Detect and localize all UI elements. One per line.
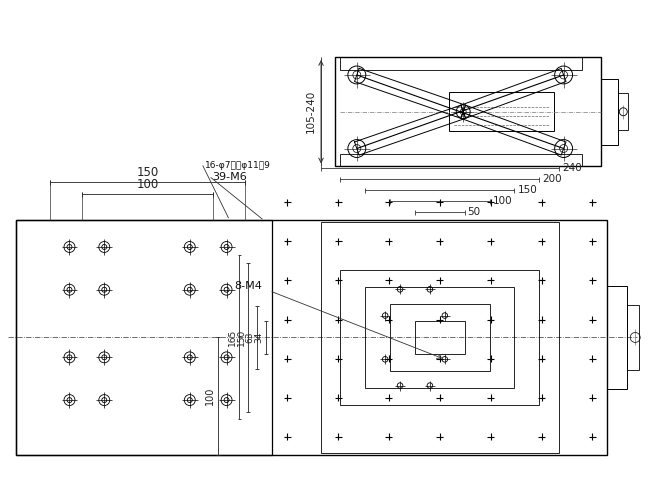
Bar — [390, 303, 490, 371]
Bar — [602, 79, 618, 145]
Text: 150: 150 — [518, 185, 537, 196]
Text: 105-240: 105-240 — [306, 90, 316, 134]
Text: 200: 200 — [542, 174, 562, 184]
Text: 39-M6: 39-M6 — [213, 172, 247, 182]
Text: 63: 63 — [245, 332, 255, 343]
Bar — [618, 93, 628, 130]
Text: 34: 34 — [255, 332, 264, 343]
Text: 100: 100 — [493, 196, 512, 206]
Bar — [320, 222, 559, 453]
Bar — [365, 287, 514, 388]
Text: 150: 150 — [236, 329, 245, 346]
Bar — [415, 320, 465, 354]
Text: 165: 165 — [227, 329, 236, 346]
Bar — [340, 153, 581, 166]
Bar — [16, 220, 607, 455]
Bar — [16, 220, 272, 455]
Text: 240: 240 — [562, 164, 582, 173]
Text: 150: 150 — [137, 166, 159, 180]
Text: 8-M4: 8-M4 — [234, 281, 262, 291]
Text: 100: 100 — [204, 387, 215, 405]
Bar — [335, 57, 602, 166]
Text: 50: 50 — [467, 207, 481, 217]
Bar — [607, 286, 628, 389]
Bar — [340, 57, 581, 70]
Text: 100: 100 — [137, 178, 159, 191]
Bar — [628, 304, 639, 370]
Text: 16-φ7沉孔φ11挆9: 16-φ7沉孔φ11挆9 — [204, 161, 271, 170]
Bar — [340, 270, 539, 405]
Bar — [449, 92, 554, 132]
